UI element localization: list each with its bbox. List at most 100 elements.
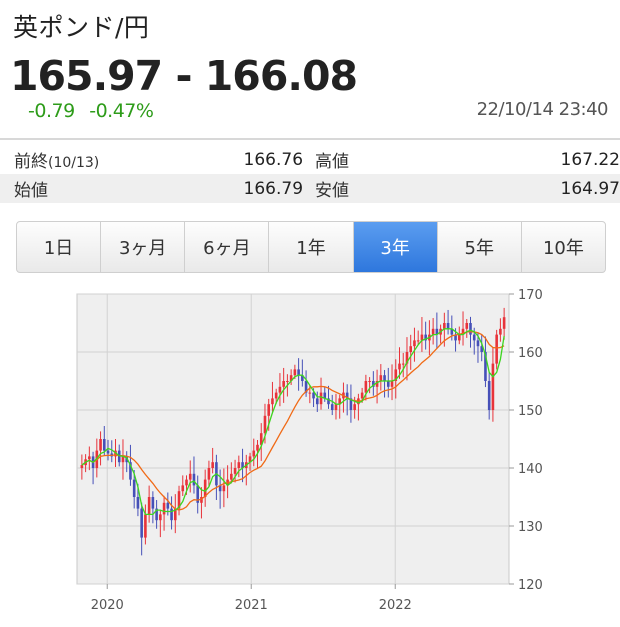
- candle-body: [203, 479, 207, 497]
- tab-6m[interactable]: 6ヶ月: [184, 222, 268, 272]
- candle-body: [263, 415, 267, 434]
- candle-body: [401, 363, 405, 365]
- y-tick-label: 120: [518, 578, 543, 593]
- candle-body: [349, 398, 353, 410]
- candle-body: [162, 502, 166, 515]
- candle-body: [368, 381, 371, 382]
- candle-body: [472, 334, 476, 341]
- candle-body: [304, 381, 308, 393]
- tab-3m[interactable]: 3ヶ月: [100, 222, 184, 272]
- candle-body: [274, 392, 278, 399]
- candle-body: [147, 497, 151, 515]
- candle-body: [435, 328, 439, 335]
- candle-body: [297, 369, 300, 376]
- candle-body: [80, 465, 84, 468]
- chart-container: 120 130 140 150 160 170 2020 2021 2022: [0, 282, 620, 622]
- candle-body: [416, 340, 420, 342]
- candle-body: [166, 502, 170, 509]
- candle-body: [413, 340, 416, 347]
- candle-body: [181, 485, 185, 492]
- candle-body: [502, 317, 506, 329]
- candle-body: [106, 450, 110, 454]
- candle-body: [386, 381, 390, 387]
- candle-body: [177, 491, 181, 509]
- candle-body: [398, 363, 401, 370]
- candle-body: [99, 439, 102, 451]
- tab-3y[interactable]: 3年: [352, 222, 437, 272]
- candle-body: [136, 497, 140, 509]
- candle-body: [233, 468, 237, 474]
- low-value: 164.97: [560, 178, 620, 199]
- candle-body: [301, 375, 304, 381]
- candle-body: [132, 479, 136, 497]
- x-tick-label: 2022: [379, 598, 412, 613]
- candle-body: [338, 398, 342, 405]
- rate-value: 165.97 - 166.08: [10, 52, 358, 100]
- candle-body: [155, 508, 158, 521]
- candle-body: [256, 444, 259, 451]
- candle-body: [375, 381, 379, 387]
- prev-close-value: 166.76: [243, 149, 304, 170]
- stats-row-1: 前終(10/13) 166.76 高値 167.22: [0, 145, 620, 174]
- candle-body: [200, 497, 203, 503]
- candle-body: [222, 485, 226, 492]
- candle-body: [218, 485, 222, 492]
- candle-body: [409, 346, 413, 352]
- candle-body: [420, 334, 424, 341]
- candle-body: [271, 398, 274, 405]
- tab-5y[interactable]: 5年: [436, 222, 521, 272]
- candle-body: [495, 334, 498, 364]
- header-divider: [0, 138, 620, 140]
- low-label: 安値: [315, 181, 350, 201]
- candle-body: [364, 381, 368, 393]
- candle-body: [469, 323, 472, 335]
- candle-body: [443, 323, 446, 329]
- candle-body: [282, 381, 285, 387]
- candle-body: [173, 508, 177, 521]
- candle-body: [491, 363, 495, 410]
- candle-body: [88, 456, 91, 460]
- candle-body: [207, 468, 211, 480]
- candle-body: [185, 479, 188, 486]
- candle-body: [188, 473, 192, 480]
- moving-average-short: [81, 328, 505, 516]
- candle-body: [390, 381, 394, 387]
- candle-body: [293, 369, 297, 376]
- y-tick-label: 140: [518, 462, 543, 477]
- pair-title: 英ポンド/円: [13, 13, 150, 42]
- candle-body: [487, 381, 491, 410]
- change-percent: -0.47%: [89, 100, 154, 122]
- candle-body: [121, 456, 125, 463]
- candle-body: [323, 392, 327, 399]
- candle-body: [360, 392, 364, 399]
- period-tabs: 1日 3ヶ月 6ヶ月 1年 3年 5年 10年: [16, 221, 606, 273]
- stats-row-2: 始値 166.79 安値 164.97: [0, 174, 620, 203]
- candle-body: [267, 404, 271, 416]
- prev-close-label: 前終(10/13): [14, 152, 100, 172]
- timestamp: 22/10/14 23:40: [476, 99, 609, 120]
- tab-1y[interactable]: 1年: [268, 222, 352, 272]
- change-value: -0.79: [28, 100, 75, 122]
- candle-body: [308, 392, 312, 394]
- tab-10y[interactable]: 10年: [520, 222, 605, 272]
- candle-body: [248, 456, 252, 463]
- change-row: -0.79 -0.47%: [28, 100, 162, 122]
- candle-body: [446, 323, 450, 329]
- candle-body: [379, 375, 383, 381]
- prev-close-date: (10/13): [48, 155, 100, 171]
- candle-body: [499, 328, 502, 335]
- y-tick-label: 160: [518, 346, 543, 361]
- candle-body: [259, 433, 263, 445]
- candle-body: [237, 462, 241, 468]
- candle-body: [327, 398, 330, 405]
- candle-body: [129, 462, 132, 480]
- y-tick-label: 150: [518, 404, 543, 419]
- stats-table: 前終(10/13) 166.76 高値 167.22 始値 166.79 安値 …: [0, 145, 620, 203]
- candle-body: [424, 334, 427, 341]
- open-label: 始値: [14, 181, 48, 201]
- price-chart: 120 130 140 150 160 170 2020 2021 2022: [76, 288, 543, 613]
- candle-body: [144, 514, 147, 538]
- candle-body: [211, 462, 214, 468]
- candle-body: [230, 473, 233, 480]
- tab-1d[interactable]: 1日: [43, 238, 74, 259]
